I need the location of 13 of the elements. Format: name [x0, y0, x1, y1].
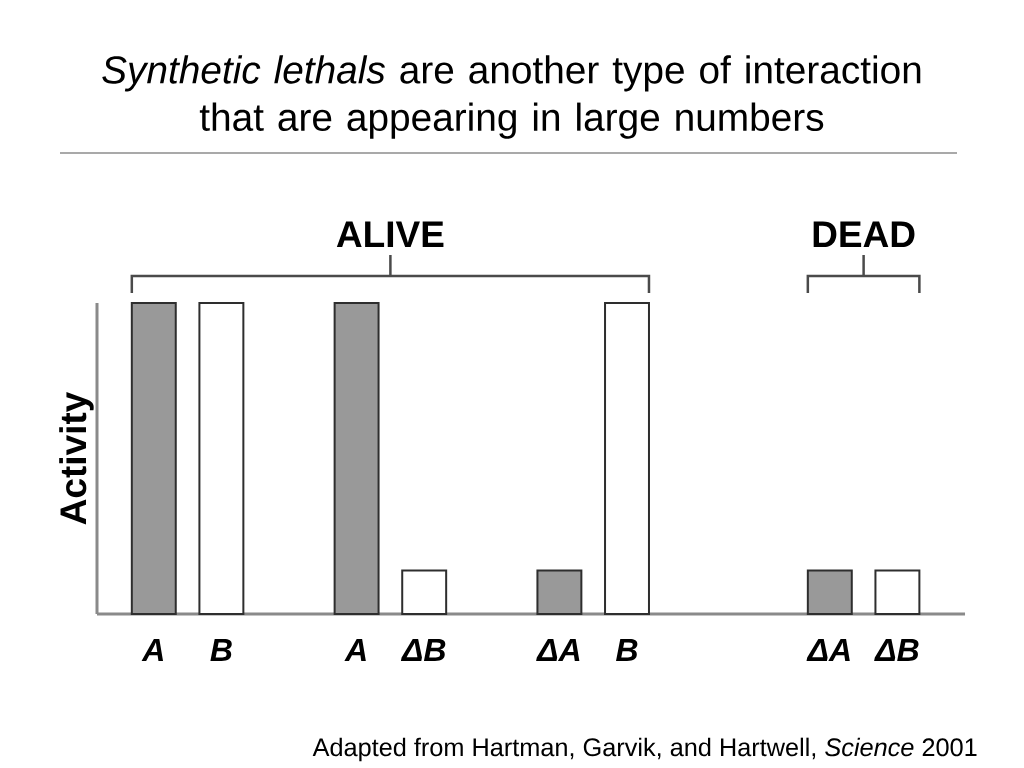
x-tick-label: A: [344, 638, 366, 661]
x-tick-label: B: [616, 638, 638, 661]
text: DEAD: [813, 221, 915, 247]
text: ALIVE: [336, 221, 444, 247]
x-tick-label: ΔA: [806, 638, 850, 661]
x-tick-label: ΔB: [874, 638, 919, 661]
chart-title: Synthetic lethals are another type of interaction that are appearing in large numbers: [102, 55, 921, 139]
x-tick-label: B: [210, 638, 232, 661]
x-tick-label: ΔB: [400, 638, 446, 661]
y-axis-title: Activity: [59, 391, 94, 525]
x-tick-label: A: [141, 638, 164, 661]
x-tick-label: ΔA: [536, 638, 580, 661]
text: Adapted from Hartman, Garvik, and Hartwell, Science 2001: [312, 737, 977, 762]
